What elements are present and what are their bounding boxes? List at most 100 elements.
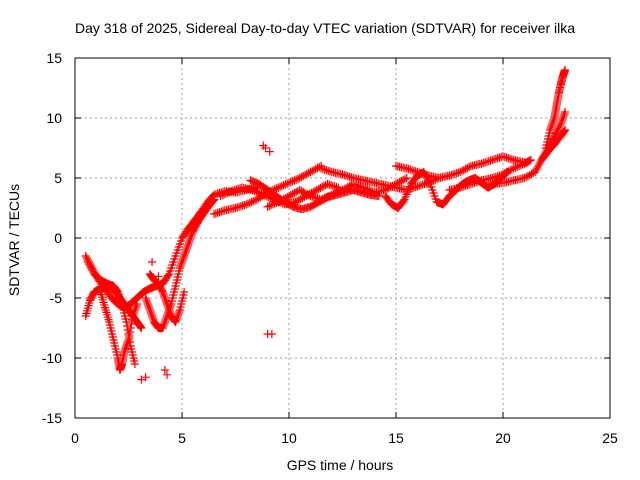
data-point bbox=[560, 65, 570, 75]
data-point bbox=[428, 185, 437, 195]
x-tick-label: 0 bbox=[71, 430, 79, 446]
data-point bbox=[543, 137, 552, 147]
data-point bbox=[107, 326, 116, 336]
data-point bbox=[120, 311, 130, 321]
y-tick-label: -15 bbox=[42, 410, 62, 426]
data-point bbox=[178, 293, 187, 303]
data-point bbox=[543, 134, 553, 144]
data-point bbox=[163, 271, 173, 280]
data-point bbox=[125, 327, 135, 337]
x-tick-label: 5 bbox=[178, 430, 186, 446]
data-point bbox=[147, 257, 157, 267]
y-tick-label: -10 bbox=[42, 350, 62, 366]
series-outliers bbox=[137, 141, 276, 384]
y-tick-label: 0 bbox=[54, 230, 62, 246]
data-point bbox=[157, 286, 167, 295]
x-tick-label: 20 bbox=[495, 430, 511, 446]
data-point bbox=[172, 278, 181, 288]
data-point bbox=[176, 236, 186, 246]
data-point bbox=[177, 299, 186, 309]
series-sat-track-n bbox=[445, 155, 535, 195]
grid-lines bbox=[75, 58, 610, 418]
data-point bbox=[560, 126, 569, 136]
series-sat-track-m bbox=[391, 152, 529, 183]
data-point bbox=[121, 314, 130, 324]
data-point bbox=[162, 370, 172, 379]
series-sat-track-e bbox=[141, 195, 219, 333]
chart-title: Day 318 of 2025, Sidereal Day-to-day VTE… bbox=[75, 20, 575, 36]
data-point bbox=[427, 182, 436, 192]
data-point bbox=[170, 287, 179, 297]
x-tick-label: 15 bbox=[388, 430, 404, 446]
data-point bbox=[545, 128, 554, 138]
data-point bbox=[118, 302, 127, 312]
y-tick-label: 15 bbox=[46, 50, 62, 66]
x-tick-labels: 0 5 10 15 20 25 bbox=[71, 430, 618, 446]
data-point bbox=[175, 239, 184, 249]
data-point bbox=[128, 350, 137, 360]
data-point bbox=[166, 266, 175, 276]
series-sat-track-g bbox=[210, 161, 326, 219]
data-point bbox=[172, 248, 181, 258]
data-point bbox=[137, 323, 146, 333]
data-point bbox=[130, 359, 140, 369]
data-point bbox=[117, 299, 127, 309]
data-point bbox=[265, 147, 274, 156]
data-point bbox=[105, 320, 115, 330]
y-tick-label: 5 bbox=[54, 170, 62, 186]
data-point bbox=[180, 287, 189, 297]
series-sat-track-p bbox=[541, 65, 570, 153]
data-point bbox=[105, 317, 114, 327]
data-point bbox=[154, 272, 163, 281]
data-point bbox=[209, 196, 218, 205]
x-tick-label: 25 bbox=[602, 430, 618, 446]
data-point bbox=[110, 341, 120, 351]
data-point bbox=[170, 254, 179, 264]
data-point bbox=[127, 315, 137, 325]
axis-ticks bbox=[74, 57, 611, 419]
data-point bbox=[112, 286, 122, 296]
data-point bbox=[259, 141, 268, 150]
data-point bbox=[174, 269, 183, 279]
data-point bbox=[173, 272, 182, 282]
data-point bbox=[141, 373, 150, 382]
y-tick-label: -5 bbox=[50, 290, 63, 306]
data-point bbox=[168, 293, 177, 303]
data-point bbox=[542, 140, 551, 150]
data-point bbox=[160, 365, 169, 375]
data-point bbox=[126, 323, 135, 333]
data-point bbox=[167, 296, 177, 306]
data-point bbox=[179, 290, 188, 300]
data-point bbox=[170, 284, 179, 294]
data-point bbox=[108, 332, 117, 342]
data-point bbox=[136, 322, 145, 332]
data-point bbox=[167, 263, 176, 273]
data-point bbox=[132, 299, 142, 309]
data-point bbox=[119, 305, 128, 315]
data-point bbox=[124, 335, 133, 345]
data-point bbox=[165, 269, 174, 279]
data-point bbox=[430, 191, 439, 201]
series-sat-track-o bbox=[488, 107, 570, 189]
data-point bbox=[172, 275, 182, 285]
data-point bbox=[560, 107, 570, 117]
data-point bbox=[109, 335, 118, 345]
data-point bbox=[267, 329, 276, 339]
data-point bbox=[429, 188, 438, 198]
data-point bbox=[208, 197, 217, 206]
y-tick-label: 10 bbox=[46, 110, 62, 126]
data-point bbox=[127, 347, 137, 357]
y-axis-label: SDTVAR / TECUs bbox=[6, 184, 22, 296]
series-sat-track-q bbox=[537, 125, 570, 165]
data-point bbox=[169, 257, 178, 267]
data-point bbox=[137, 375, 146, 384]
data-point bbox=[127, 319, 136, 329]
data-point bbox=[560, 125, 570, 135]
series-sat-track-h bbox=[216, 179, 343, 209]
data-point bbox=[176, 302, 185, 312]
data-point bbox=[106, 323, 115, 333]
data-point bbox=[173, 245, 182, 255]
data-point bbox=[526, 155, 535, 165]
data-point bbox=[171, 251, 180, 261]
